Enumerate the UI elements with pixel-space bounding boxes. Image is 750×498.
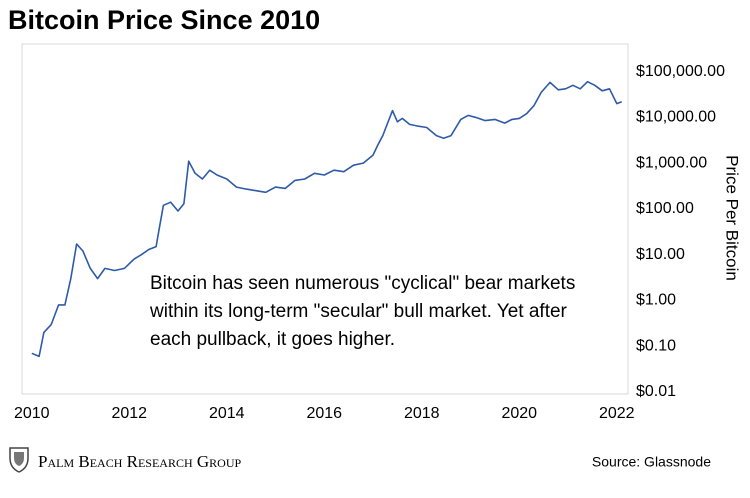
y-tick-label: $10,000.00 [636, 109, 716, 126]
brand-logo [9, 447, 29, 473]
x-tick-label: 2012 [111, 405, 147, 422]
y-tick-label: $0.01 [636, 383, 676, 400]
x-tick-label: 2010 [14, 405, 50, 422]
y-tick-label: $1,000.00 [636, 154, 707, 171]
y-tick-label: $1.00 [636, 292, 676, 309]
annotation: Bitcoin has seen numerous "cyclical" bea… [150, 273, 575, 294]
plot-frame [21, 43, 629, 395]
y-tick-label: $10.00 [636, 246, 685, 263]
y-tick-label: $100.00 [636, 200, 694, 217]
x-tick-label: 2014 [209, 405, 245, 422]
y-axis-label: Price Per Bitcoin [723, 155, 742, 281]
chart-title: Bitcoin Price Since 2010 [8, 5, 320, 35]
y-tick-label: $0.10 [636, 337, 676, 354]
price-line [31, 80, 622, 358]
brand-name: Palm Beach Research Group [38, 452, 242, 471]
x-tick-label: 2016 [306, 405, 342, 422]
source: Source: Glassnode [592, 454, 711, 470]
annotation: within its long-term "secular" bull mark… [149, 301, 568, 322]
x-tick-label: 2018 [404, 405, 440, 422]
annotation: each pullback, it goes higher. [150, 329, 395, 350]
y-tick-label: $100,000.00 [636, 63, 725, 80]
x-tick-label: 2022 [599, 405, 635, 422]
x-tick-label: 2020 [501, 405, 537, 422]
